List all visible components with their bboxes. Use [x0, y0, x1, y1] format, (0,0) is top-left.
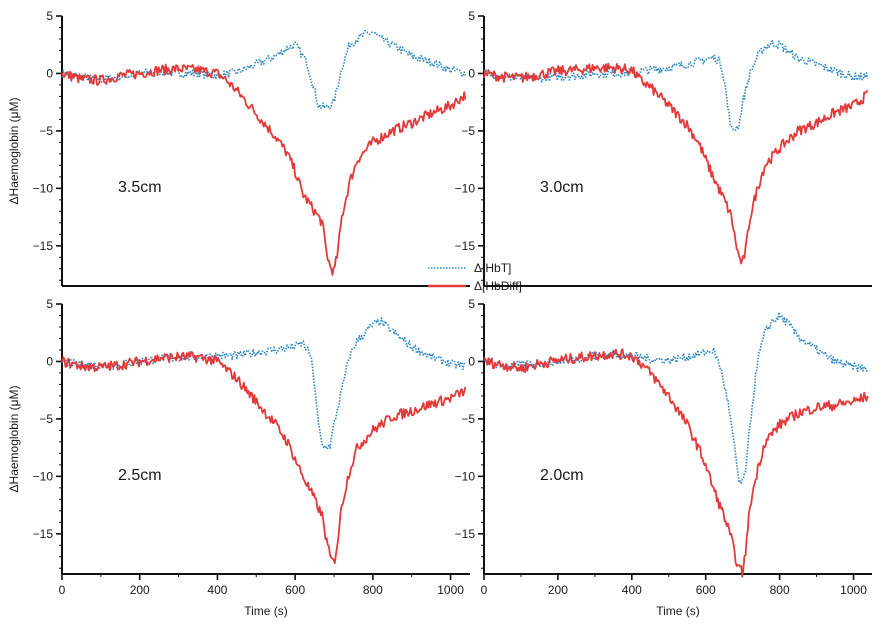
- panel-label: 3.5cm: [118, 179, 162, 196]
- y-tick-label: −15: [455, 527, 476, 541]
- x-tick-label: 800: [770, 583, 790, 597]
- y-tick-label: −10: [33, 181, 54, 195]
- y-tick-label: −15: [33, 527, 54, 541]
- panel-label: 3.0cm: [540, 179, 584, 196]
- y-tick-label: −5: [461, 412, 475, 426]
- x-tick-label: 0: [59, 583, 66, 597]
- y-tick-label: −5: [461, 124, 475, 138]
- series-line-hbt: [61, 29, 467, 110]
- series-line-hbt: [483, 40, 869, 131]
- y-tick-label: 5: [46, 297, 53, 311]
- series-line-hbt: [61, 317, 466, 450]
- y-tick-label: −15: [455, 239, 476, 253]
- y-tick-label: 0: [46, 66, 53, 80]
- legend: Δ[HbT] Δ[HbDiff]: [428, 261, 522, 293]
- y-tick-label: −5: [39, 124, 53, 138]
- series-line-hbdiff: [483, 348, 869, 578]
- y-axis-title: ΔHaemoglobin (μM): [7, 98, 21, 205]
- x-axis-title: Time (s): [244, 604, 288, 618]
- panel-2.5cm: 5 0 −5 −10 −15 0 200 400 600 800 1000 Time (s) ΔHaem…: [7, 297, 470, 618]
- panel-3.0cm: 5 0 −5 −10 −15 3.0cm: [455, 9, 872, 287]
- legend-label: Δ[HbDiff]: [474, 279, 522, 293]
- y-tick-label: −5: [39, 412, 53, 426]
- y-tick-label: −10: [455, 181, 476, 195]
- y-tick-label: 0: [468, 66, 475, 80]
- x-tick-label: 600: [285, 583, 305, 597]
- series-line-hbdiff: [483, 62, 869, 265]
- x-tick-label: 1000: [840, 583, 867, 597]
- y-tick-label: 5: [468, 297, 475, 311]
- panel-label: 2.5cm: [118, 467, 162, 484]
- y-tick-label: 5: [468, 9, 475, 23]
- panel-2.0cm: 5 0 −5 −10 −15 0 200 400 600 800 1000 Time (s) 2.0cm: [455, 297, 872, 618]
- x-tick-label: 600: [696, 583, 716, 597]
- y-axis-title: ΔHaemoglobin (μM): [7, 386, 21, 493]
- x-tick-label: 200: [130, 583, 150, 597]
- x-tick-label: 800: [363, 583, 383, 597]
- y-tick-label: −15: [33, 239, 54, 253]
- y-tick-label: 0: [46, 354, 53, 368]
- series-line-hbt: [483, 311, 869, 484]
- panel-label: 2.0cm: [540, 467, 584, 484]
- y-tick-label: 0: [468, 354, 475, 368]
- x-tick-label: 200: [548, 583, 568, 597]
- legend-label: Δ[HbT]: [474, 261, 511, 275]
- series-line-hbdiff: [61, 351, 467, 565]
- y-tick-label: −10: [33, 469, 54, 483]
- x-axis-title: Time (s): [656, 604, 700, 618]
- y-tick-label: 5: [46, 9, 53, 23]
- panel-3.5cm: 5 0 −5 −10 −15 ΔHaemoglobin (μM) 3.5cm: [7, 9, 470, 287]
- x-tick-label: 400: [207, 583, 227, 597]
- x-tick-label: 400: [622, 583, 642, 597]
- y-tick-label: −10: [455, 469, 476, 483]
- x-tick-label: 0: [481, 583, 488, 597]
- x-tick-label: 1000: [437, 583, 464, 597]
- series-line-hbdiff: [61, 63, 467, 276]
